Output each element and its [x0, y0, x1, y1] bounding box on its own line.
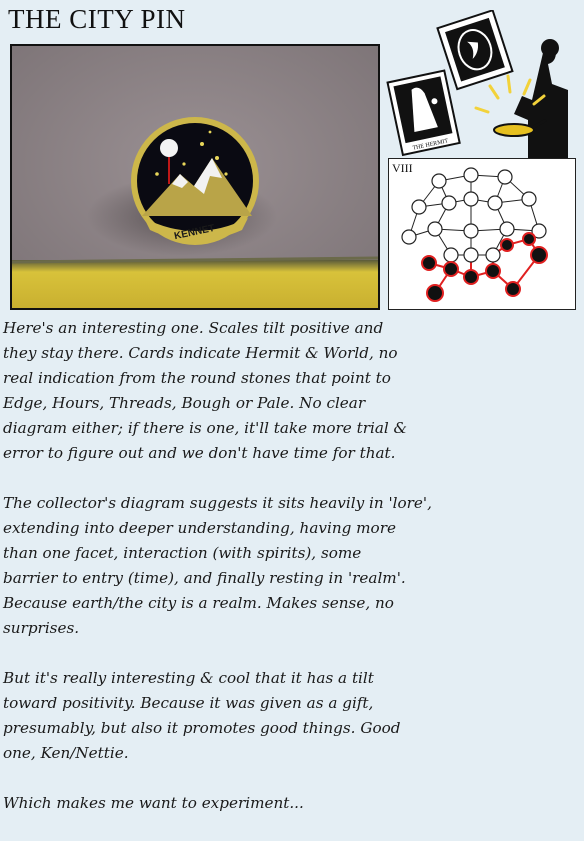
diagram-nodes	[401, 167, 547, 263]
body-text: Here's an interesting one. Scales tilt p…	[3, 316, 581, 841]
paragraph-4: Which makes me want to experiment...	[3, 794, 304, 812]
paragraph-3: But it's really interesting & cool that …	[3, 669, 401, 762]
tarot-illustration: THE HERMIT	[386, 9, 576, 160]
star-icons	[155, 130, 228, 176]
paragraph-1: Here's an interesting one. Scales tilt p…	[3, 319, 408, 462]
moon-icon	[160, 139, 178, 157]
diagram-highlight-nodes	[421, 232, 548, 302]
world-card	[436, 9, 514, 91]
page-title: THE CITY PIN	[8, 4, 186, 34]
pin-photo: KENNET	[10, 44, 380, 310]
diagram-numeral: VIII	[392, 161, 413, 175]
scale-figure-icon	[474, 39, 568, 160]
pin-photo-art: KENNET	[12, 46, 378, 308]
hermit-card: THE HERMIT	[386, 69, 461, 157]
pin-face	[137, 123, 253, 239]
paragraph-2: The collector's diagram suggests it sits…	[3, 494, 432, 637]
collector-diagram: VIII	[388, 158, 576, 310]
